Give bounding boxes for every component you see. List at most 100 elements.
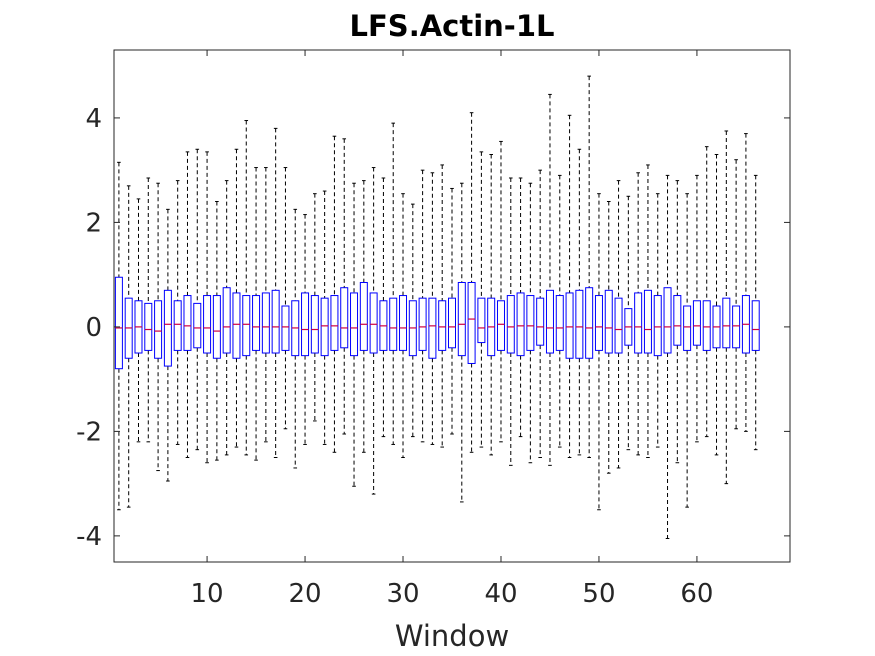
box-iqr: [232, 292, 241, 359]
box-15: [252, 167, 261, 461]
chart-title: LFS.Actin-1L: [350, 9, 555, 43]
x-tick-label: 50: [582, 579, 615, 609]
x-tick-label: 40: [484, 579, 517, 609]
box-26: [359, 180, 368, 453]
box-iqr: [418, 297, 427, 351]
box-iqr: [751, 300, 760, 351]
box-53: [624, 195, 633, 451]
x-axis: 10 20 30 40 50 60: [191, 50, 713, 609]
box-iqr: [350, 292, 359, 357]
box-5: [154, 182, 163, 472]
box-iqr: [144, 302, 153, 351]
box-iqr: [643, 289, 652, 354]
box-44: [536, 169, 545, 459]
box-iqr: [173, 300, 182, 351]
box-10: [203, 151, 212, 464]
box-48: [575, 148, 584, 456]
box-59: [683, 193, 692, 508]
box-16: [261, 167, 270, 443]
box-iqr: [428, 297, 437, 359]
box-iqr: [555, 295, 564, 351]
box-24: [340, 138, 349, 435]
box-iqr: [222, 287, 231, 354]
box-iqr: [252, 295, 261, 351]
box-iqr: [114, 276, 123, 370]
box-14: [242, 120, 251, 456]
box-27: [369, 167, 378, 495]
box-65: [741, 133, 750, 432]
box-iqr: [399, 295, 408, 351]
box-66: [751, 174, 760, 451]
box-43: [526, 182, 535, 464]
box-8: [183, 151, 192, 459]
box-29: [389, 122, 398, 445]
box-34: [438, 164, 447, 448]
box-30: [399, 193, 408, 459]
box-62: [712, 153, 721, 456]
y-tick-label: -4: [76, 522, 102, 552]
box-35: [448, 187, 456, 435]
box-iqr: [369, 292, 378, 354]
y-tick-label: 4: [85, 104, 102, 134]
boxes-layer: [114, 75, 760, 539]
box-7: [173, 180, 182, 445]
box-51: [604, 201, 613, 474]
box-iqr: [614, 297, 623, 354]
box-iqr: [154, 300, 163, 359]
box-38: [477, 151, 486, 448]
box-22: [320, 190, 329, 445]
y-tick-label: 0: [85, 313, 102, 343]
box-iqr: [212, 295, 221, 359]
box-iqr: [163, 289, 172, 367]
box-iqr: [692, 300, 701, 346]
box-46: [555, 174, 564, 448]
box-52: [614, 180, 623, 469]
box-iqr: [438, 300, 447, 351]
box-49: [585, 75, 594, 459]
box-1: [114, 161, 123, 511]
x-tick-label: 30: [386, 579, 419, 609]
box-40: [496, 140, 505, 443]
box-iqr: [183, 295, 192, 351]
box-iqr: [565, 292, 574, 359]
y-tick-label: -2: [76, 417, 102, 447]
box-20: [301, 214, 310, 445]
box-iqr: [193, 302, 202, 349]
box-32: [418, 169, 427, 443]
box-iqr: [516, 292, 525, 357]
box-iqr: [732, 305, 741, 349]
box-iqr: [340, 287, 349, 349]
box-63: [722, 130, 731, 485]
box-iqr: [203, 295, 212, 354]
box-iqr: [536, 297, 545, 346]
box-57: [663, 174, 672, 539]
box-iqr: [673, 295, 682, 346]
box-4: [144, 177, 153, 443]
box-17: [271, 127, 280, 459]
box-iqr: [545, 289, 554, 354]
box-iqr: [301, 292, 310, 357]
box-iqr: [389, 297, 398, 351]
box-iqr: [477, 297, 486, 344]
box-33: [428, 172, 437, 445]
box-39: [487, 153, 496, 456]
box-11: [212, 201, 221, 461]
y-axis: -4 -2 0 2 4: [76, 104, 790, 552]
box-iqr: [457, 281, 466, 357]
x-tick-label: 60: [680, 579, 713, 609]
box-47: [565, 114, 574, 459]
box-54: [634, 172, 643, 456]
box-6: [163, 208, 172, 482]
box-28: [379, 177, 388, 438]
box-iqr: [634, 292, 643, 354]
box-37: [467, 112, 476, 453]
box-iqr: [271, 289, 280, 354]
box-18: [281, 167, 290, 430]
box-iqr: [575, 289, 584, 359]
box-58: [673, 180, 682, 464]
box-23: [330, 135, 339, 453]
box-55: [643, 164, 652, 459]
box-iqr: [261, 292, 270, 354]
box-12: [222, 180, 231, 456]
box-31: [408, 203, 417, 438]
